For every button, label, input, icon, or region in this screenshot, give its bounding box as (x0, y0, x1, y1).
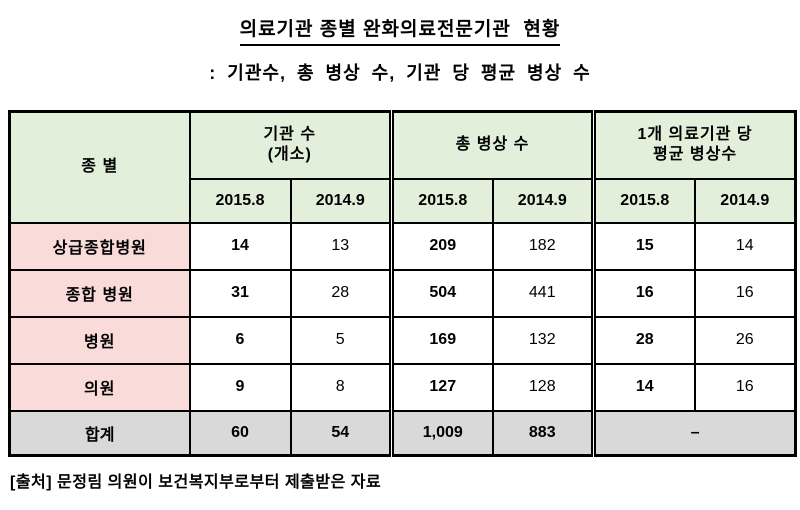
cell-value: 127 (389, 362, 494, 412)
row-label-total: 합계 (8, 409, 191, 457)
cell-value: 28 (591, 315, 696, 365)
year-col-header: 2014.9 (491, 177, 595, 224)
col-header-category: 종 별 (8, 110, 191, 224)
cell-value: 14 (693, 221, 797, 271)
cell-value: 128 (491, 362, 595, 412)
row-label: 종합 병원 (8, 268, 191, 318)
table-row-general-hospital: 종합 병원 31 28 504 441 16 16 (8, 268, 797, 318)
cell-value: 169 (389, 315, 494, 365)
cell-value: 182 (491, 221, 595, 271)
table-row-total: 합계 60 54 1,009 883 – (8, 409, 797, 457)
cell-value: 16 (591, 268, 696, 318)
year-col-header: 2015.8 (591, 177, 696, 224)
hospice-stats-table: 종 별 기관 수 (개소) 총 병상 수 1개 의료기관 당 평균 병상수 20… (8, 110, 798, 457)
page-title: 의료기관 종별 완화의료전문기관 현황 (239, 14, 561, 46)
cell-value: 6 (188, 315, 292, 365)
cell-value: 8 (289, 362, 393, 412)
row-label: 의원 (8, 362, 191, 412)
group-label-line1: 기관 수 (263, 126, 317, 144)
header-group-row: 종 별 기관 수 (개소) 총 병상 수 1개 의료기관 당 평균 병상수 (8, 110, 797, 224)
cell-value: 5 (289, 315, 393, 365)
cell-value: 31 (188, 268, 292, 318)
cell-value: 132 (491, 315, 595, 365)
row-label: 병원 (8, 315, 191, 365)
cell-value: 16 (693, 268, 797, 318)
cell-value: 26 (693, 315, 797, 365)
year-col-header: 2014.9 (289, 177, 393, 224)
cell-value: 14 (188, 221, 292, 271)
col-header-institution-count: 기관 수 (개소) (188, 110, 393, 180)
table-row-tertiary-general-hospital: 상급종합병원 14 13 209 182 15 14 (8, 221, 797, 271)
page-subtitle: : 기관수, 총 병상 수, 기관 당 평균 병상 수 (209, 63, 591, 83)
group-label-line1: 총 병상 수 (455, 136, 530, 154)
source-note: [출처] 문정림 의원이 보건복지부로부터 제출받은 자료 (10, 474, 382, 491)
table-row-hospital: 병원 6 5 169 132 28 26 (8, 315, 797, 365)
title-wrap: 의료기관 종별 완화의료전문기관 현황 (0, 0, 800, 46)
cell-value: 15 (591, 221, 696, 271)
cell-total-value: 60 (188, 409, 292, 457)
row-label: 상급종합병원 (8, 221, 191, 271)
cell-value: 441 (491, 268, 595, 318)
table-row-clinic: 의원 9 8 127 128 14 16 (8, 362, 797, 412)
group-label-line2: 평균 병상수 (653, 146, 738, 164)
cell-total-value: 54 (289, 409, 393, 457)
group-label-line2: (개소) (267, 146, 312, 164)
year-col-header: 2015.8 (188, 177, 292, 224)
cell-total-value: 1,009 (389, 409, 494, 457)
cell-value: 16 (693, 362, 797, 412)
cell-value: 504 (389, 268, 494, 318)
cell-total-avg-dash: – (591, 409, 797, 457)
cell-value: 9 (188, 362, 292, 412)
cell-value: 28 (289, 268, 393, 318)
year-col-header: 2014.9 (693, 177, 797, 224)
cell-value: 13 (289, 221, 393, 271)
group-label-line1: 1개 의료기관 당 (637, 126, 753, 144)
col-header-total-beds: 총 병상 수 (389, 110, 595, 180)
header-year-row: 2015.8 2014.9 2015.8 2014.9 2015.8 2014.… (10, 177, 797, 224)
subtitle-wrap: : 기관수, 총 병상 수, 기관 당 평균 병상 수 (0, 59, 800, 85)
cell-total-value: 883 (491, 409, 595, 457)
year-col-header: 2015.8 (389, 177, 494, 224)
col-header-avg-beds: 1개 의료기관 당 평균 병상수 (591, 110, 797, 180)
cell-value: 209 (389, 221, 494, 271)
cell-value: 14 (591, 362, 696, 412)
